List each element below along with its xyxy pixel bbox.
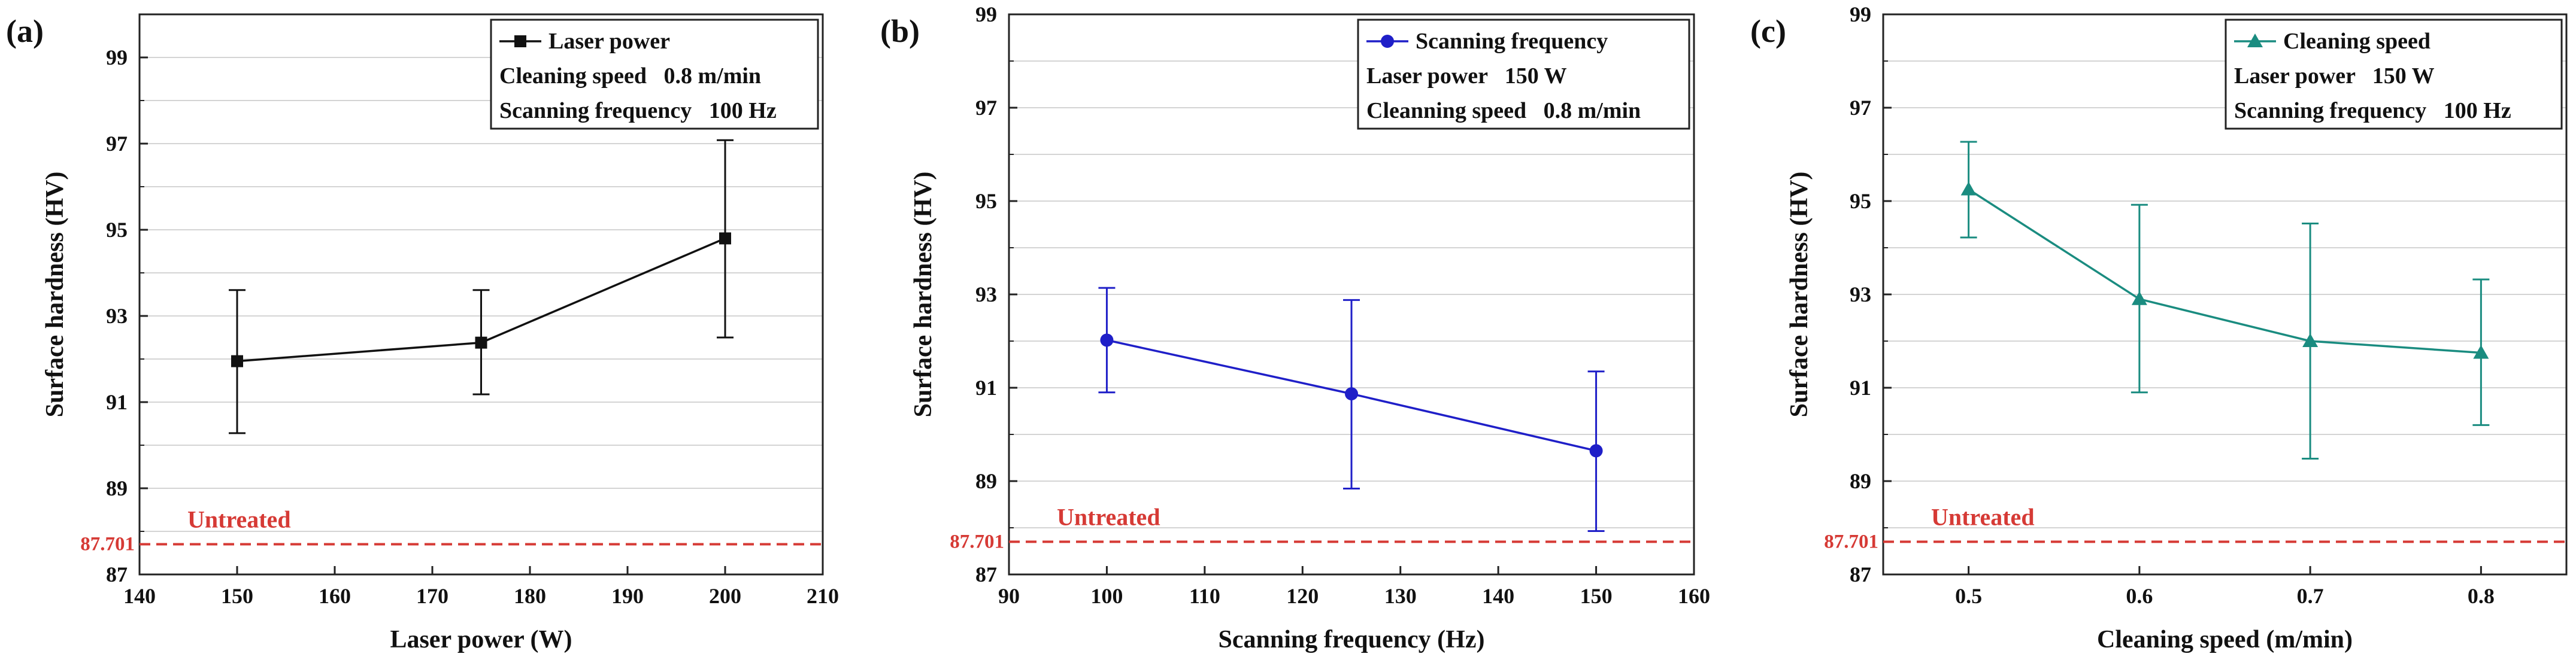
legend-condition: Scanning frequency 100 Hz (2234, 98, 2511, 123)
legend-marker (514, 35, 526, 47)
untreated-value-label: 87.701 (950, 531, 1004, 552)
x-tick-label: 120 (1286, 584, 1319, 608)
data-point (1589, 444, 1603, 458)
y-tick-label: 97 (975, 96, 997, 120)
x-tick-label: 170 (416, 584, 448, 608)
x-tick-label: 90 (998, 584, 1020, 608)
y-tick-label: 93 (975, 282, 997, 306)
untreated-label: Untreated (1931, 503, 2035, 530)
y-tick-label: 93 (1850, 282, 1871, 306)
untreated-value-label: 87.701 (1824, 531, 1878, 552)
data-point (1345, 387, 1358, 401)
y-tick-label: 87 (106, 562, 128, 586)
x-axis-label: Cleaning speed (m/min) (2097, 626, 2353, 653)
legend-box (2225, 19, 2563, 130)
data-point (1100, 333, 1114, 347)
y-tick-label: 89 (106, 476, 128, 500)
legend-condition: Cleaning speed 0.8 m/min (499, 63, 761, 89)
x-tick-label: 210 (807, 584, 839, 608)
untreated-label: Untreated (187, 506, 291, 533)
legend-series-label: Scanning frequency (1416, 29, 1608, 54)
data-point (719, 232, 731, 245)
x-tick-label: 0.8 (2468, 584, 2495, 608)
y-tick-label: 99 (975, 2, 997, 26)
y-tick-label: 99 (1850, 2, 1871, 26)
x-tick-label: 200 (709, 584, 741, 608)
y-tick-label: 99 (106, 45, 128, 69)
data-point (231, 355, 243, 367)
y-tick-label: 93 (106, 304, 128, 328)
chart-panel-2: 87 89 91 93 95 97 99 0.5 0.6 0.7 0.8 Cleaning speed… (1750, 2, 2568, 653)
legend-series-label: Cleaning speed (2283, 29, 2430, 54)
untreated-label: Untreated (1057, 503, 1160, 530)
y-tick-label: 97 (1850, 96, 1871, 120)
x-tick-label: 0.5 (1955, 584, 1982, 608)
legend-condition: Cleanning speed 0.8 m/min (1366, 98, 1641, 123)
plot-frame (138, 13, 824, 576)
chart-panel-1: 87 89 91 93 95 97 99 90 100 110 120 130 140 150 160 Sca… (880, 2, 1710, 653)
legend-box (1357, 19, 1690, 130)
x-tick-label: 180 (514, 584, 546, 608)
data-point (2302, 333, 2319, 347)
legend-condition: Laser power 150 W (2234, 63, 2435, 89)
legend-box (490, 19, 819, 130)
data-point (2473, 345, 2489, 359)
legend-series-label: Laser power (548, 29, 670, 54)
y-tick-label: 95 (106, 218, 128, 242)
data-point (2131, 291, 2147, 305)
x-tick-label: 0.7 (2297, 584, 2324, 608)
x-tick-label: 130 (1384, 584, 1417, 608)
x-axis-label: Laser power (W) (390, 626, 572, 653)
x-tick-label: 190 (611, 584, 644, 608)
legend-marker (2247, 34, 2263, 47)
y-tick-label: 89 (1850, 469, 1871, 493)
x-tick-label: 150 (221, 584, 253, 608)
y-tick-label: 95 (1850, 189, 1871, 213)
data-point (475, 336, 487, 349)
y-tick-label: 91 (975, 376, 997, 400)
legend-condition: Laser power 150 W (1366, 63, 1567, 89)
panel-label: (c) (1750, 13, 1786, 49)
panel-label: (a) (6, 13, 44, 49)
y-tick-label: 91 (106, 390, 128, 414)
y-tick-label: 87 (975, 562, 997, 586)
y-axis-label: Surface hardness (HV) (910, 172, 937, 418)
y-axis-label: Surface hardness (HV) (41, 172, 69, 418)
y-tick-label: 97 (106, 132, 128, 156)
x-tick-label: 110 (1189, 584, 1220, 608)
y-tick-label: 91 (1850, 376, 1871, 400)
x-tick-label: 100 (1090, 584, 1123, 608)
y-axis-label: Surface hardness (HV) (1786, 172, 1813, 418)
x-tick-label: 140 (1482, 584, 1514, 608)
y-tick-label: 87 (1850, 562, 1871, 586)
panel-label: (b) (880, 13, 920, 49)
chart-panel-0: 87 89 91 93 95 97 99 140 150 160 170 180 190 200 210 La… (6, 13, 839, 653)
x-tick-label: 150 (1580, 584, 1613, 608)
y-tick-label: 95 (975, 189, 997, 213)
x-axis-label: Scanning frequency (Hz) (1219, 626, 1485, 653)
series-line (1968, 188, 2481, 354)
x-tick-label: 140 (123, 584, 156, 608)
data-point (1960, 181, 1977, 196)
x-tick-label: 160 (319, 584, 351, 608)
x-tick-label: 0.6 (2126, 584, 2153, 608)
untreated-value-label: 87.701 (80, 534, 135, 555)
y-tick-label: 89 (975, 469, 997, 493)
legend-marker (1381, 35, 1394, 48)
x-tick-label: 160 (1678, 584, 1710, 608)
legend-condition: Scanning frequency 100 Hz (499, 98, 777, 123)
